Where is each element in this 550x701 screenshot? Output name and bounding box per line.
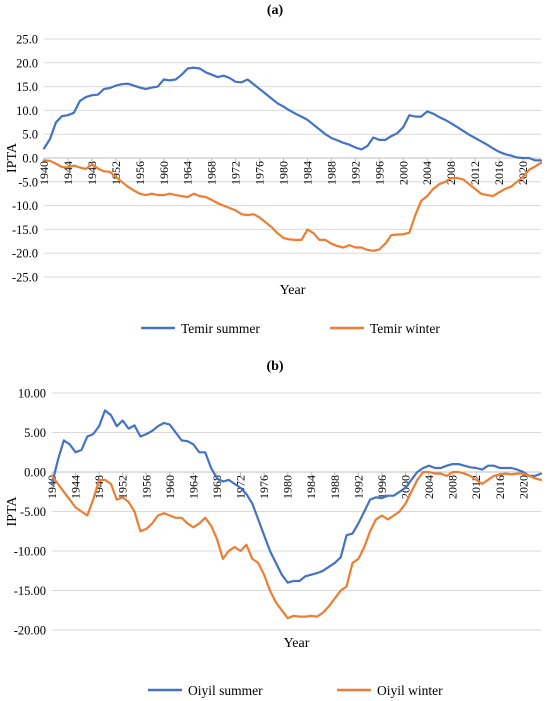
series-line-winter (42, 159, 543, 252)
x-tick-label: 1952 (116, 475, 130, 499)
x-tick-label: 1944 (69, 475, 83, 499)
x-tick-label: 1996 (375, 475, 389, 499)
x-tick-label: 1964 (186, 475, 200, 499)
x-tick-label: 2008 (446, 475, 460, 499)
panel-a: (a) 25.0 20.0 15.0 10.0 5.0 0.0 -5.0 -10.0 -15.0 -… (5, 3, 543, 336)
y-tick-label: 0.00 (24, 466, 46, 480)
y-tick-label: -10.00 (14, 545, 46, 559)
x-tick-label: 1972 (229, 161, 243, 185)
y-tick-label: 20.0 (16, 56, 38, 70)
y-axis-label: IPTA (5, 142, 20, 173)
x-axis-label: Year (284, 636, 310, 651)
y-tick-label: 5.0 (22, 128, 38, 142)
x-tick-label: 1976 (253, 161, 267, 185)
x-tick-label: 1992 (348, 161, 362, 185)
y-tick-label: -5.00 (20, 505, 46, 519)
y-tick-label: -15.0 (12, 223, 38, 237)
y-tick-label: 10.0 (16, 104, 38, 118)
x-tick-label: 1988 (324, 161, 338, 185)
x-tick-label: 1984 (304, 475, 318, 499)
y-tick-label: -20.00 (14, 624, 46, 638)
x-tick-label: 2020 (516, 475, 530, 499)
series-line-winter (50, 470, 543, 620)
x-tick-label: 1980 (277, 161, 291, 185)
y-tick-label: -10.0 (12, 199, 38, 213)
x-tick-label: 1944 (61, 161, 75, 185)
panel-b: (b) 10.00 5.00 0.00 -5.00 -10.00 -15.00 -20.00 1… (5, 359, 543, 698)
y-tick-label: -20.0 (12, 247, 38, 261)
y-tick-label: 25.0 (16, 33, 38, 47)
legend-label-winter: Oiyil winter (377, 683, 443, 698)
y-tick-label: -5.0 (18, 175, 38, 189)
y-tick-label: 15.0 (16, 80, 38, 94)
panel-label: (a) (267, 3, 284, 18)
x-tick-label: 1968 (205, 161, 219, 185)
x-tick-label: 1980 (281, 475, 295, 499)
x-tick-label: 1960 (163, 475, 177, 499)
x-tick-label: 1976 (257, 475, 271, 499)
x-tick-label: 1956 (139, 475, 153, 499)
x-tick-label: 1956 (133, 161, 147, 185)
legend-label-winter: Temir winter (370, 321, 440, 336)
legend-label-summer: Oiyil summer (188, 683, 263, 698)
x-tick-label: 2016 (493, 475, 507, 499)
x-tick-label: 2004 (420, 161, 434, 185)
series-line-summer (42, 66, 543, 162)
x-tick-label: 1992 (351, 475, 365, 499)
x-tick-label: 1940 (37, 161, 51, 185)
y-tick-label: -25.0 (12, 271, 38, 285)
x-tick-label: 1996 (372, 161, 386, 185)
x-tick-label: 2012 (468, 161, 482, 185)
x-tick-label: 2000 (396, 161, 410, 185)
x-tick-label: 2004 (422, 475, 436, 499)
y-tick-label: 0.0 (22, 152, 38, 166)
x-tick-label: 1964 (181, 161, 195, 185)
y-tick-label: 5.00 (24, 426, 46, 440)
x-tick-label: 1984 (300, 161, 314, 185)
y-tick-label: -15.00 (14, 584, 46, 598)
series-line-summer (50, 409, 543, 584)
x-tick-label: 1988 (328, 475, 342, 499)
x-axis-label: Year (280, 283, 306, 298)
legend-label-summer: Temir summer (181, 321, 260, 336)
x-tick-label: 2016 (492, 161, 506, 185)
x-tick-label: 1960 (157, 161, 171, 185)
x-tick-label: 1940 (45, 475, 59, 499)
y-tick-label: 10.00 (18, 387, 46, 401)
y-axis-label: IPTA (5, 496, 20, 527)
panel-label: (b) (266, 359, 283, 374)
